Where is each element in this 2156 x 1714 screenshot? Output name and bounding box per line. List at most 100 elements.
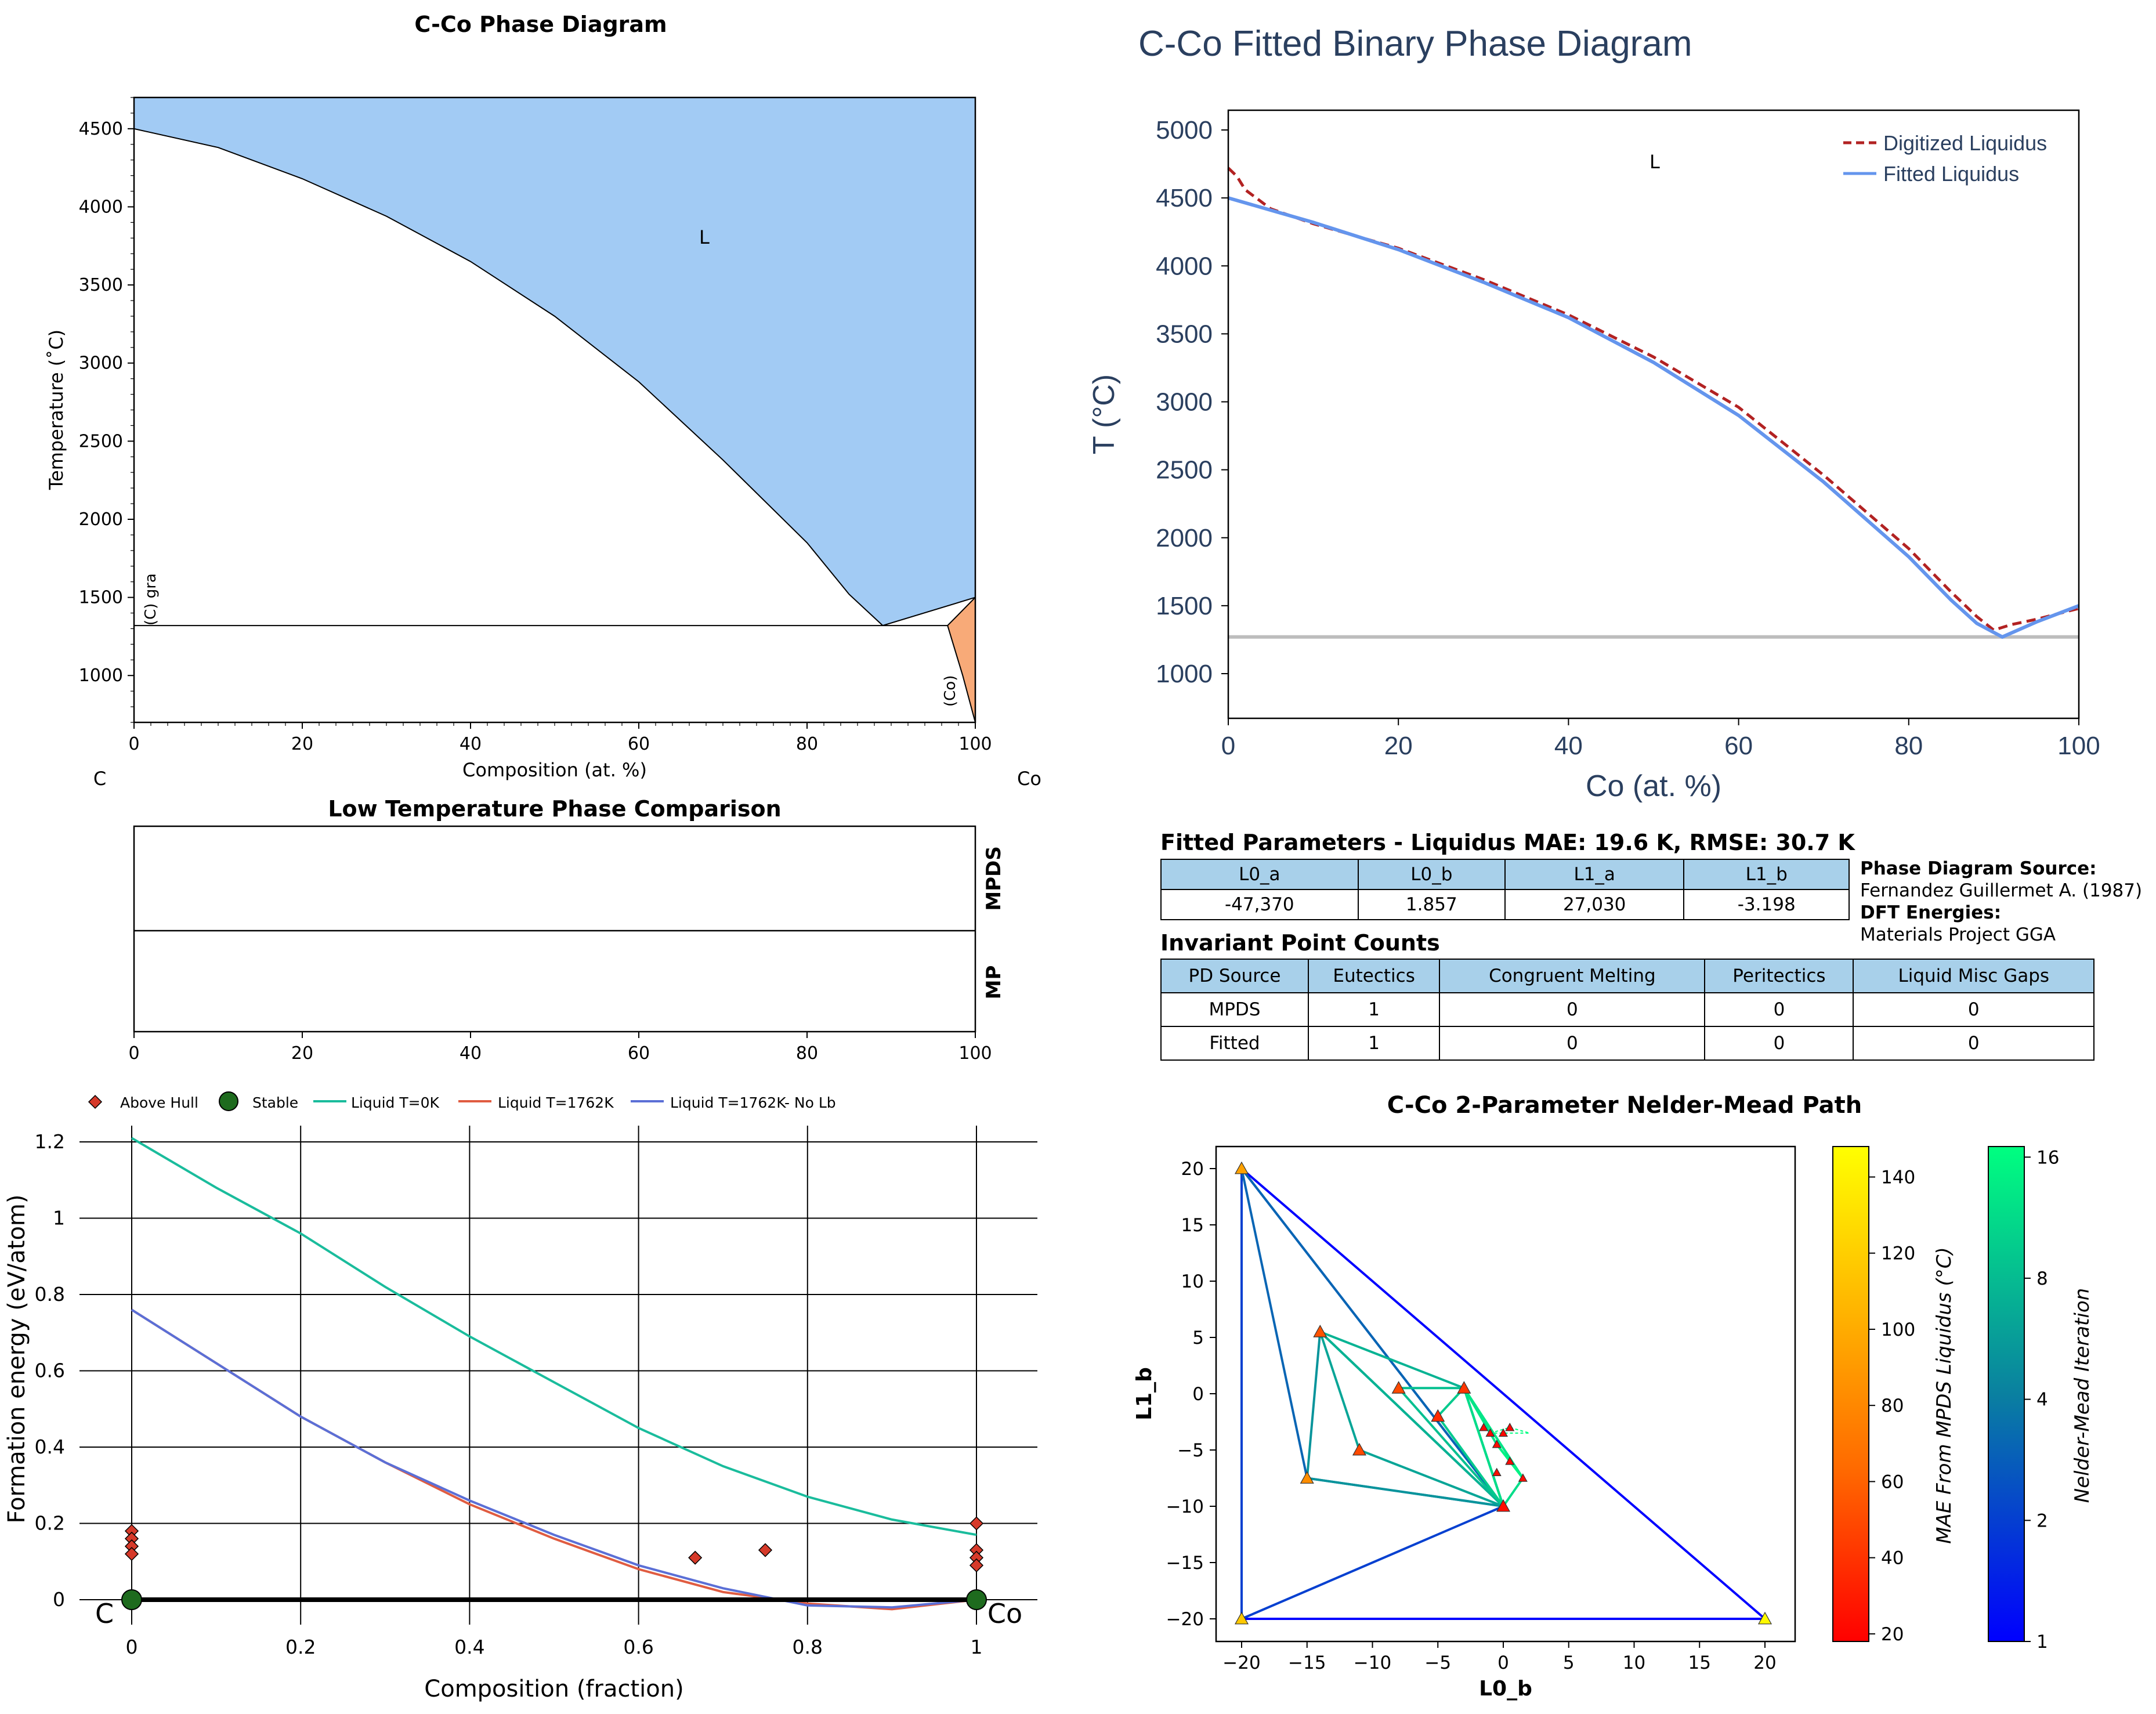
phase-diagram-title: C-Co Phase Diagram (414, 12, 667, 37)
invariant-cell: MPDS (1160, 992, 1309, 1027)
x-tick-label: 60 (628, 734, 650, 754)
mae-tick-label: 20 (1881, 1624, 1904, 1645)
nelder-xlabel: L0_b (1479, 1677, 1532, 1701)
fitted-liquid-label: L (1649, 151, 1660, 173)
above-hull-point (969, 1558, 984, 1572)
y-tick-label: 2500 (1156, 456, 1213, 484)
legend-t1762-label: Liquid T=1762K (498, 1094, 614, 1111)
stable-point (966, 1589, 987, 1610)
fitted-title: C-Co Fitted Binary Phase Diagram (1138, 24, 1692, 64)
invariant-cell: 0 (1439, 1026, 1706, 1061)
x-tick-label: 0 (1221, 732, 1235, 760)
mp-row-label: MP (982, 966, 1005, 1000)
legend-above-hull-label: Above Hull (120, 1094, 198, 1111)
mae-tick-label: 40 (1881, 1548, 1904, 1569)
left-element-label: C (93, 768, 106, 790)
invariant-header: Peritectics (1704, 959, 1854, 993)
legend-nolb-label: Liquid T=1762K- No Lb (670, 1094, 836, 1111)
simplex-edge (1398, 1387, 1504, 1507)
invariant-header: Liquid Misc Gaps (1853, 959, 2094, 993)
simplex-edge (1319, 1330, 1504, 1507)
evaluated-vertex (1498, 1428, 1509, 1437)
fitted-ylabel: T (°C) (1087, 374, 1121, 454)
liquidus-left-line (133, 128, 884, 626)
x-tick-label: −15 (1288, 1652, 1326, 1673)
co-solid-region (947, 597, 975, 722)
x-tick-label: 0.2 (285, 1636, 316, 1658)
liquid-t0-line (131, 1137, 977, 1536)
invariant-header: PD Source (1160, 959, 1309, 993)
y-tick-label: 3000 (79, 353, 123, 374)
above-hull-point (688, 1550, 703, 1565)
x-tick-label: 20 (1384, 732, 1413, 760)
iteration-colorbar-ticks: 1 2 4 8 16 (2024, 1147, 2059, 1652)
evaluated-vertex (1505, 1422, 1515, 1431)
evaluated-vertex (1313, 1325, 1327, 1337)
fitted-legend: Digitized Liquidus Fitted Liquidus (1843, 131, 2047, 186)
y-tick-label: 5000 (1156, 116, 1213, 144)
y-tick-label: 3500 (1156, 320, 1213, 348)
y-tick-label: 5 (1192, 1328, 1204, 1348)
mae-tick-label: 60 (1881, 1471, 1904, 1492)
evaluated-vertex (1518, 1473, 1528, 1482)
y-tick-label: −10 (1166, 1496, 1204, 1517)
x-tick-label: 80 (1894, 732, 1923, 760)
y-tick-label: 0 (53, 1588, 65, 1611)
low-temp-ticks: 0 20 40 60 80 100 (128, 1032, 992, 1064)
param-value: 1.857 (1357, 889, 1506, 920)
pd-source-label: Phase Diagram Source: (1860, 858, 2097, 879)
y-tick-label: 1 (53, 1207, 65, 1230)
param-value: 27,030 (1504, 889, 1685, 920)
iteration-tick-label: 16 (2036, 1147, 2059, 1168)
iteration-colorbar (1988, 1146, 2025, 1642)
x-tick-label: 15 (1688, 1652, 1711, 1673)
x-tick-label: 0 (128, 1043, 139, 1064)
x-tick-label: 40 (460, 1043, 482, 1064)
evaluated-vertex (1352, 1442, 1366, 1456)
mae-colorbar-label: MAE From MPDS Liquidus (°C) (1933, 1247, 1956, 1543)
x-tick-label: 100 (958, 1043, 992, 1064)
y-tick-label: 2000 (79, 509, 123, 530)
phase-regions (133, 97, 976, 723)
co-solvus-line (947, 625, 976, 723)
evaluated-vertex (1492, 1440, 1502, 1448)
formation-plot (121, 1137, 987, 1611)
invariant-cell: 0 (1704, 1026, 1854, 1061)
x-tick-label: 40 (460, 734, 482, 754)
y-tick-label: 20 (1181, 1159, 1204, 1180)
legend-above-hull-marker (88, 1094, 103, 1109)
invariant-cell: 0 (1853, 1026, 2094, 1061)
param-value: -3.198 (1683, 889, 1850, 920)
pd-source-value: Fernandez Guillermet A. (1987) (1860, 880, 2143, 901)
y-tick-label: −5 (1177, 1440, 1204, 1461)
mae-colorbar-ticks: 20 40 60 80 100 120 140 (1869, 1167, 1915, 1645)
mae-tick-label: 100 (1881, 1319, 1915, 1340)
param-header: L0_a (1160, 859, 1359, 890)
x-tick-label: 80 (796, 734, 818, 754)
y-tick-label: 3000 (1156, 388, 1213, 417)
iteration-tick-label: 2 (2036, 1510, 2048, 1531)
formation-xlabel: Composition (fraction) (424, 1676, 683, 1702)
evaluated-vertex (1457, 1381, 1471, 1394)
liquidus-right-line (882, 596, 976, 627)
fitted-plot (1227, 167, 2080, 639)
source-block: Phase Diagram Source: Fernandez Guillerm… (1860, 858, 2142, 946)
dft-source-value: Materials Project GGA (1860, 924, 2056, 945)
y-tick-label: 2500 (79, 431, 123, 451)
mae-tick-label: 140 (1881, 1167, 1915, 1188)
co-solidus-line (947, 596, 976, 626)
x-tick-label: 20 (291, 1043, 313, 1064)
evaluated-vertex (1234, 1611, 1249, 1625)
evaluated-vertex (1479, 1422, 1489, 1431)
y-tick-label: 1000 (79, 666, 123, 686)
nelder-title: C-Co 2-Parameter Nelder-Mead Path (1387, 1092, 1862, 1119)
legend-digitized-label: Digitized Liquidus (1883, 131, 2047, 155)
nelder-ylabel: L1_b (1133, 1367, 1156, 1420)
invariants-caption: Invariant Point Counts (1160, 930, 1440, 956)
invariant-cell: 1 (1307, 992, 1441, 1027)
invariant-cell: 1 (1307, 1026, 1441, 1061)
fitted-liquidus-line (1228, 196, 2080, 639)
params-table: L0_a L0_b L1_a L1_b -47,370 1.857 27,030… (1160, 859, 1850, 920)
y-tick-label: −20 (1166, 1609, 1204, 1630)
phase-diagram-ylabel: Temperature (˚C) (45, 330, 67, 490)
